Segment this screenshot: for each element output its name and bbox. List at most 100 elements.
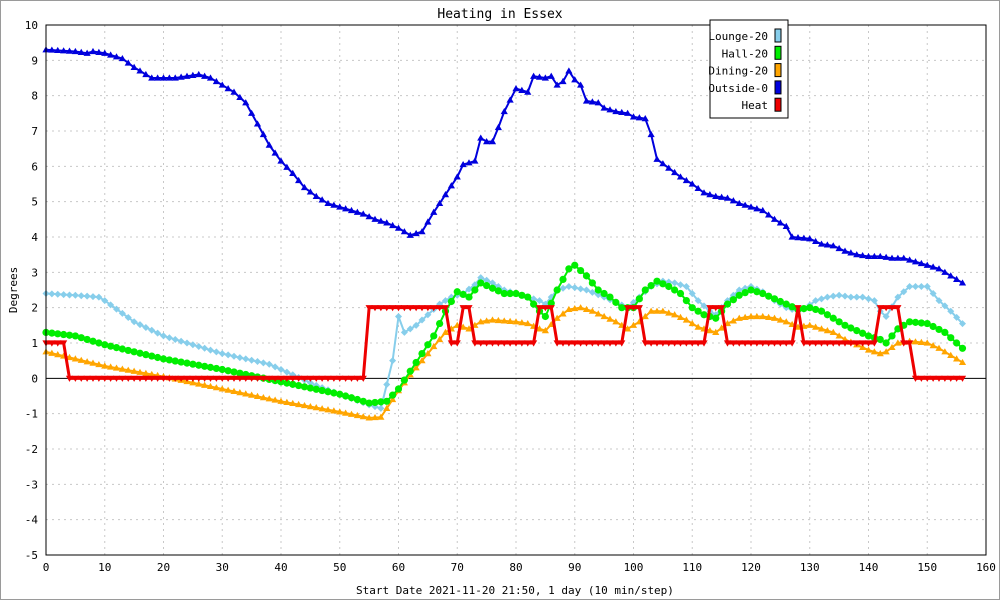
data-point [765, 292, 773, 300]
data-point [606, 340, 614, 347]
legend-swatch [774, 63, 782, 78]
data-point [124, 375, 132, 382]
data-point [489, 279, 496, 287]
data-point [688, 290, 696, 298]
data-point [118, 375, 126, 382]
data-point [383, 404, 391, 411]
data-point [958, 358, 967, 366]
data-point [817, 240, 826, 247]
data-point [712, 305, 720, 312]
data-point [154, 74, 162, 81]
data-point [353, 411, 361, 419]
data-point [565, 340, 573, 347]
data-point [418, 316, 426, 324]
data-point [436, 335, 444, 343]
data-point [788, 340, 796, 347]
data-point [512, 318, 520, 325]
data-point [359, 375, 367, 382]
data-point [336, 408, 344, 415]
data-point [612, 318, 620, 325]
data-point [412, 364, 420, 371]
data-point [635, 114, 643, 121]
data-point [835, 332, 843, 339]
data-point [342, 409, 350, 416]
data-point [541, 327, 549, 334]
legend-swatch [774, 97, 782, 112]
data-point [647, 307, 655, 314]
data-point [212, 364, 220, 373]
data-point [782, 222, 790, 229]
data-point [389, 305, 397, 312]
data-point [694, 297, 702, 305]
data-point [347, 206, 356, 214]
data-point [60, 291, 68, 299]
data-point [118, 309, 126, 317]
data-point [77, 292, 85, 300]
data-point [283, 379, 291, 387]
data-point [306, 384, 314, 392]
data-point [206, 375, 215, 382]
x-tick-label: 40 [274, 561, 287, 574]
data-point [776, 219, 784, 226]
data-point [506, 96, 514, 103]
data-point [641, 340, 649, 347]
data-point [406, 231, 414, 238]
data-point [159, 355, 168, 363]
y-tick-label: -3 [25, 478, 38, 491]
data-point [60, 340, 68, 347]
data-point [265, 395, 273, 402]
data-point [418, 357, 426, 364]
data-point [447, 182, 455, 189]
y-tick-label: -5 [25, 549, 38, 562]
data-point [271, 375, 279, 382]
data-point [483, 281, 491, 290]
data-point [870, 348, 878, 355]
data-point [706, 191, 714, 198]
data-point [541, 312, 549, 321]
data-point [494, 316, 502, 324]
data-point [83, 49, 91, 56]
data-point [823, 293, 831, 301]
data-point [177, 73, 185, 80]
data-point [107, 301, 115, 309]
data-point [136, 67, 144, 74]
data-point [559, 310, 567, 317]
data-point [483, 340, 491, 347]
data-point [318, 386, 326, 395]
x-tick-label: 80 [509, 561, 522, 574]
data-point [829, 314, 837, 322]
data-point [700, 311, 708, 319]
data-point [242, 375, 250, 382]
data-point [782, 318, 790, 325]
data-point [700, 340, 708, 347]
data-point [83, 335, 91, 344]
data-point [394, 224, 403, 231]
data-point [671, 311, 679, 318]
data-point [583, 286, 590, 294]
data-point [336, 390, 344, 398]
data-point [606, 293, 614, 301]
data-point [588, 340, 596, 347]
data-point [624, 305, 632, 312]
data-point [259, 375, 267, 382]
data-point [653, 307, 661, 314]
data-point [530, 300, 538, 308]
data-point [718, 305, 726, 312]
data-point [318, 196, 326, 203]
data-point [829, 242, 837, 249]
data-point [295, 176, 303, 184]
data-point [430, 332, 438, 340]
data-point [165, 334, 173, 342]
data-point [882, 305, 890, 312]
data-point [876, 252, 884, 260]
data-point [841, 340, 849, 347]
data-point [171, 357, 179, 365]
data-point [870, 297, 878, 305]
x-tick-label: 130 [800, 561, 820, 574]
data-point [947, 272, 955, 279]
data-point [565, 67, 573, 74]
data-point [606, 106, 614, 113]
data-point [101, 341, 109, 349]
data-point [665, 309, 673, 316]
legend-label: Outside-0 [708, 82, 768, 95]
